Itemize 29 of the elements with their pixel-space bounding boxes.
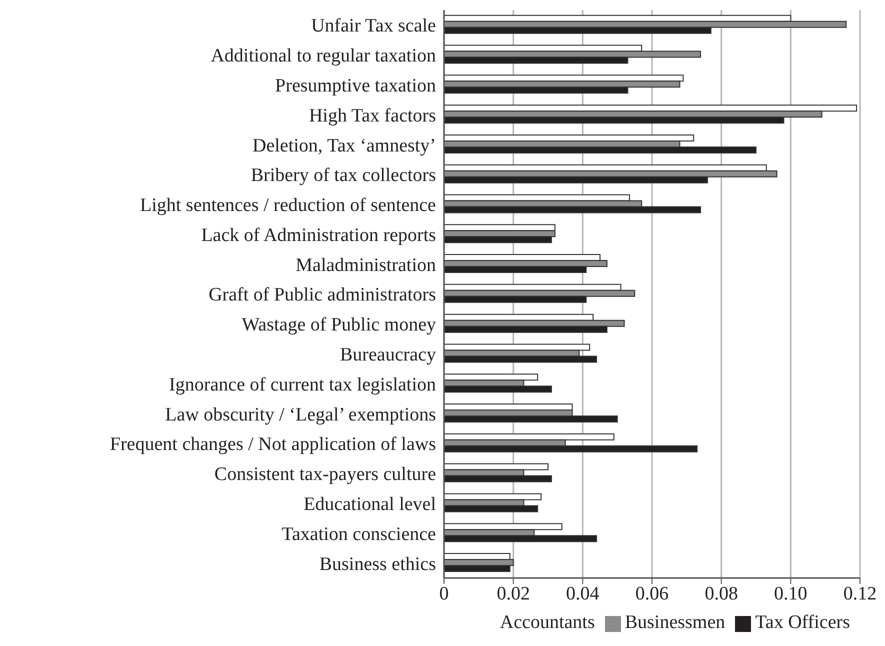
y-tick-label: Ignorance of current tax legislation	[169, 374, 436, 396]
x-tick-label: 0.04	[566, 583, 600, 604]
legend-label: Businessmen	[624, 612, 726, 633]
text: Accountants	[500, 612, 595, 633]
y-tick-label: Bureaucracy	[340, 344, 436, 366]
y-tick-label: Wastage of Public money	[242, 314, 436, 336]
y-tick-label: Graft of Public administrators	[208, 284, 436, 306]
legend-label: Tax Officers	[755, 612, 850, 633]
x-tick-label: 0.12	[843, 583, 877, 604]
y-tick-label: Consistent tax-payers culture	[214, 464, 436, 486]
y-tick-label: Additional to regular taxation	[210, 46, 436, 67]
x-tick-label: 0	[439, 583, 449, 604]
y-tick-label: Light sentences / reduction of sentence	[140, 195, 436, 216]
y-tick-label: Taxation conscience	[282, 524, 436, 545]
y-tick-label: Bribery of tax collectors	[250, 165, 436, 186]
y-tick-label: Lack of Administration reports	[201, 224, 436, 246]
y-tick-label: Unfair Tax scale	[311, 16, 436, 37]
x-tick-label: 0.08	[704, 583, 738, 604]
y-tick-label: High Tax factors	[308, 105, 436, 126]
y-tick-label: Law obscurity / ‘Legal’ exemptions	[165, 404, 436, 426]
y-tick-label: Presumptive taxation	[275, 75, 436, 96]
y-tick-label: Deletion, Tax ‘amnesty’	[252, 135, 436, 156]
y-tick-label: Frequent changes / Not application of laws	[110, 434, 436, 456]
y-tick-label: Business ethics	[319, 554, 436, 575]
x-tick-label: 0.10	[774, 583, 808, 604]
y-tick-label: Educational level	[304, 494, 436, 516]
x-tick-label: 0.06	[635, 583, 669, 604]
x-tick-label: 0.02	[496, 583, 530, 604]
y-tick-label: Maladministration	[296, 254, 436, 276]
